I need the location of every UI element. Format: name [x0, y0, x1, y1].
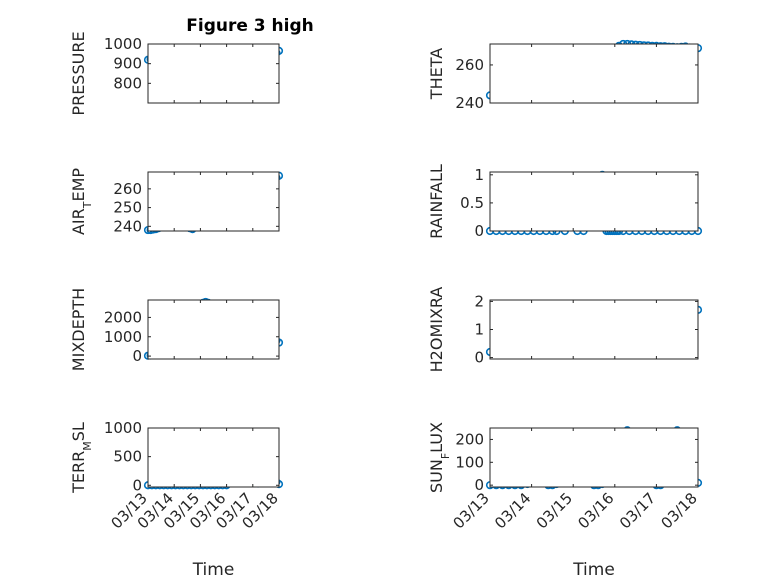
y-tick-label: 260	[455, 56, 484, 74]
y-tick-label: 500	[113, 448, 142, 466]
y-tick-label: 200	[455, 430, 484, 448]
y-axis-label-part: MIXDEPTH	[69, 288, 88, 371]
y-tick-label: 1	[474, 166, 484, 184]
y-axis-label-part: RAINFALL	[427, 164, 446, 239]
y-tick-label: 240	[455, 94, 484, 112]
y-axis-label-part: AIR	[69, 208, 88, 235]
x-axis-label: Time	[192, 560, 235, 580]
y-tick-label: 0	[474, 476, 484, 494]
y-tick-label: 2000	[104, 308, 142, 326]
axis-box	[147, 171, 280, 232]
y-tick-label: 900	[113, 55, 142, 73]
x-tick-label: 03/18	[658, 489, 701, 532]
y-axis-label: SUNFLUX	[427, 422, 452, 493]
y-axis-label: H2OMIXRA	[427, 287, 446, 373]
y-tick-label: 1	[474, 321, 484, 339]
x-tick-label: 03/16	[574, 489, 617, 532]
x-tick-label: 03/14	[491, 489, 534, 532]
y-axis-label: AIRTEMP	[69, 168, 94, 235]
axis-box	[489, 171, 699, 232]
y-tick-label: 1000	[104, 35, 142, 53]
y-axis-label: MIXDEPTH	[69, 288, 88, 371]
y-tick-label: 2	[474, 292, 484, 310]
y-axis-label-part: SUN	[427, 459, 446, 493]
y-axis-label-subscript: M	[81, 441, 94, 451]
axis-box	[489, 299, 699, 360]
y-tick-label: 0	[474, 222, 484, 240]
y-tick-label: 0	[474, 349, 484, 367]
axis-box	[147, 427, 280, 488]
y-axis-label: THETA	[427, 48, 446, 100]
axis-box	[147, 43, 280, 104]
axis-box	[147, 299, 280, 360]
y-axis-label-part: LUX	[427, 422, 446, 453]
y-tick-label: 250	[113, 199, 142, 217]
subplot-4: 0 0.5 1 RAINFALL	[427, 164, 703, 240]
y-tick-label: 260	[113, 180, 142, 198]
y-axis-label-subscript: T	[81, 201, 94, 209]
y-tick-label: 0	[132, 476, 142, 494]
y-axis-label-part: H2OMIXRA	[427, 287, 446, 373]
y-tick-label: 800	[113, 74, 142, 92]
y-tick-label: 1000	[104, 419, 142, 437]
y-tick-label: 240	[113, 217, 142, 235]
axis-box	[489, 43, 699, 104]
y-axis-label-part: EMP	[69, 168, 88, 202]
y-axis-label-part: PRESSURE	[69, 31, 88, 115]
y-tick-label: 1000	[104, 328, 142, 346]
subplot-7: 0500100003/1303/1403/1503/1603/1703/18TE…	[69, 419, 284, 580]
y-tick-label: 0.5	[460, 194, 484, 212]
subplot-2: 240 260 THETA	[427, 39, 703, 112]
x-tick-label: 03/17	[616, 489, 659, 532]
axis-box	[489, 427, 699, 488]
x-tick-label: 03/13	[450, 489, 493, 532]
y-tick-label: 100	[455, 453, 484, 471]
y-axis-label-part: SL	[69, 422, 88, 441]
y-axis-label-subscript: F	[439, 453, 452, 459]
y-axis-label: PRESSURE	[69, 31, 88, 115]
y-axis-label-part: THETA	[427, 48, 446, 100]
figure-title: Figure 3 high	[186, 16, 314, 36]
y-tick-label: 0	[132, 347, 142, 365]
y-axis-label-part: TERR	[69, 451, 88, 494]
y-axis-label: TERRMSL	[69, 422, 94, 494]
y-axis-label: RAINFALL	[427, 164, 446, 239]
x-axis-label: Time	[572, 560, 615, 580]
subplot-6: 0 1 2 H2OMIXRA	[427, 287, 703, 373]
x-tick-label: 03/15	[533, 489, 576, 532]
